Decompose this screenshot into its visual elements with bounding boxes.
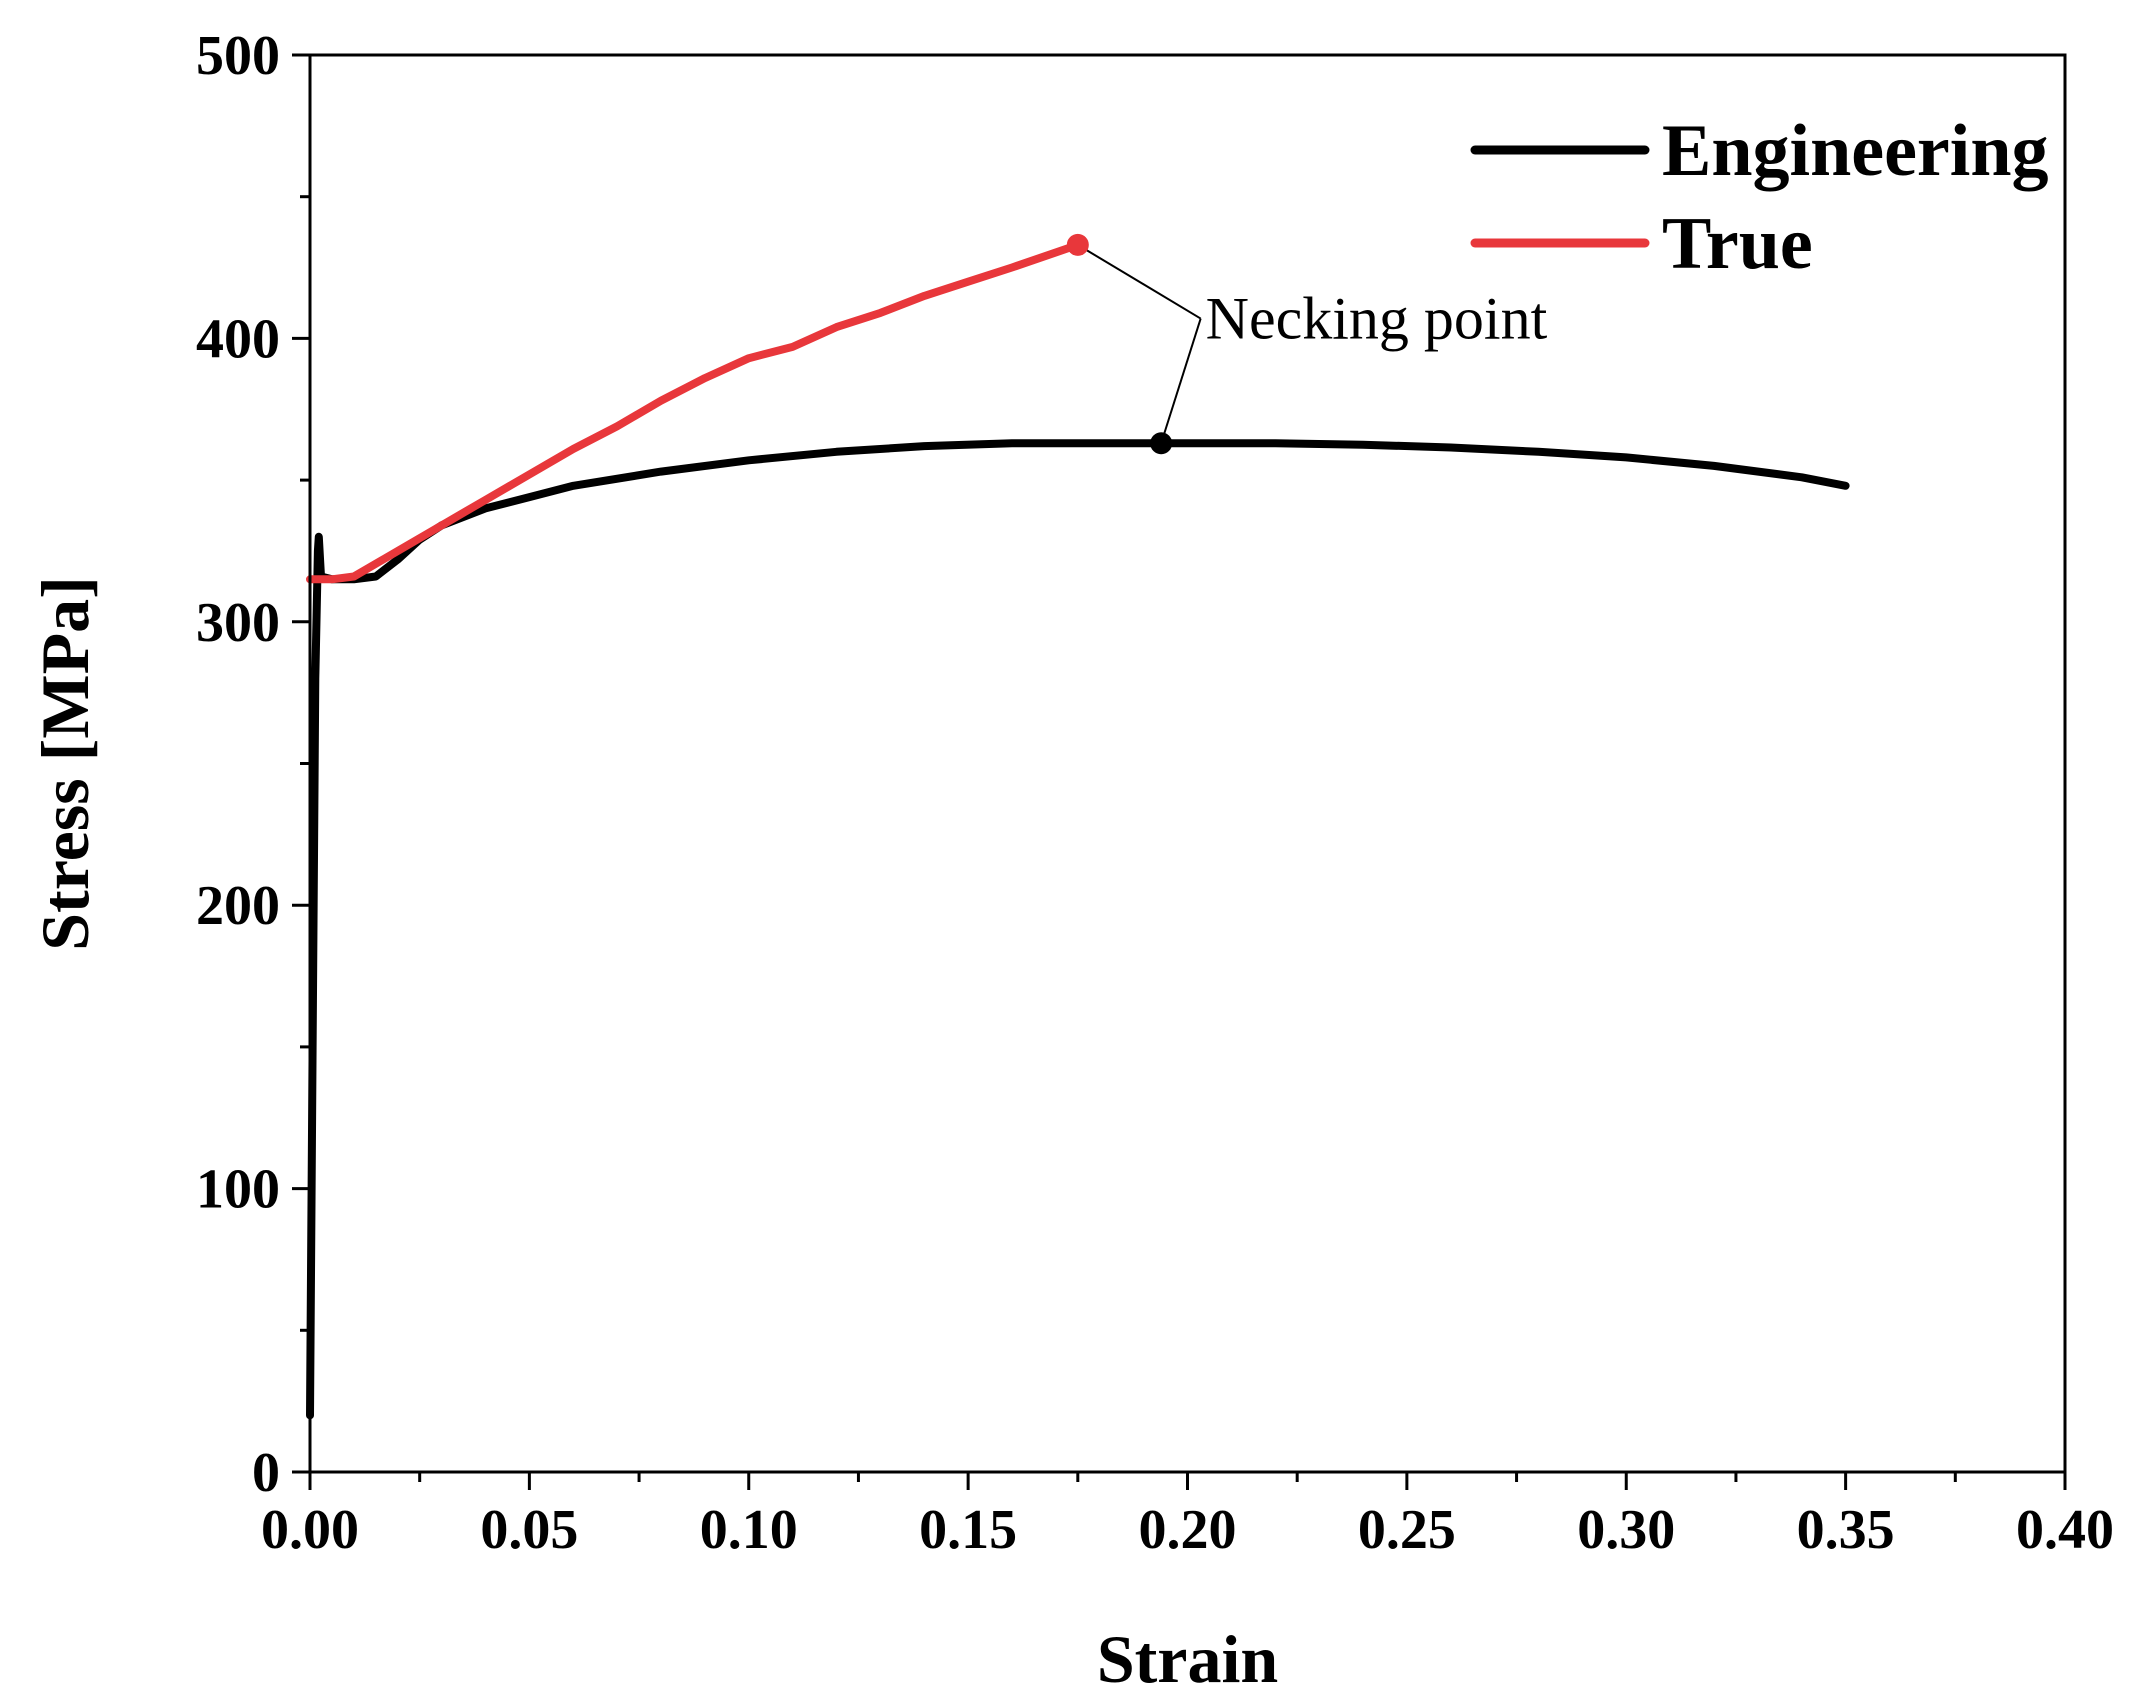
annotation-layer: Necking point [1066,233,1548,455]
x-tick-label: 0.05 [480,1499,578,1561]
x-tick-label: 0.25 [1358,1499,1456,1561]
y-tick-label: 400 [196,308,280,370]
necking-point-marker-true [1066,233,1089,256]
x-tick-label: 0.10 [700,1499,798,1561]
y-tick-label: 200 [196,875,280,937]
y-tick-label: 0 [252,1442,280,1504]
y-tick-label: 100 [196,1159,280,1221]
annotation-leader-line [1160,318,1202,444]
necking-point-marker-engineering [1150,432,1173,455]
legend: Engineering True [1470,110,2048,285]
x-tick-label: 0.15 [919,1499,1017,1561]
ticks-layer: 0.00 0.05 0.10 0.15 0.20 0.25 0.30 0.35 0.40 0 100… [196,25,2114,1561]
y-axis-title: Stress [MPa] [27,576,103,951]
x-axis-title: Strain [1097,1621,1278,1697]
y-tick-label: 500 [196,25,280,87]
x-tick-label: 0.00 [261,1499,359,1561]
x-tick-label: 0.35 [1797,1499,1895,1561]
y-tick-label: 300 [196,592,280,654]
legend-label-true: True [1662,203,1813,285]
plot-frame [308,53,2067,1474]
series-line-true [306,240,1082,584]
series-line-engineering [306,439,1850,1420]
x-tick-label: 0.40 [2016,1499,2114,1561]
x-tick-label: 0.20 [1139,1499,1237,1561]
annotation-label: Necking point [1206,286,1548,352]
legend-label-engineering: Engineering [1662,110,2048,192]
series-layer [306,240,1850,1420]
annotation-leader-line [1077,244,1202,320]
x-tick-label: 0.30 [1577,1499,1675,1561]
